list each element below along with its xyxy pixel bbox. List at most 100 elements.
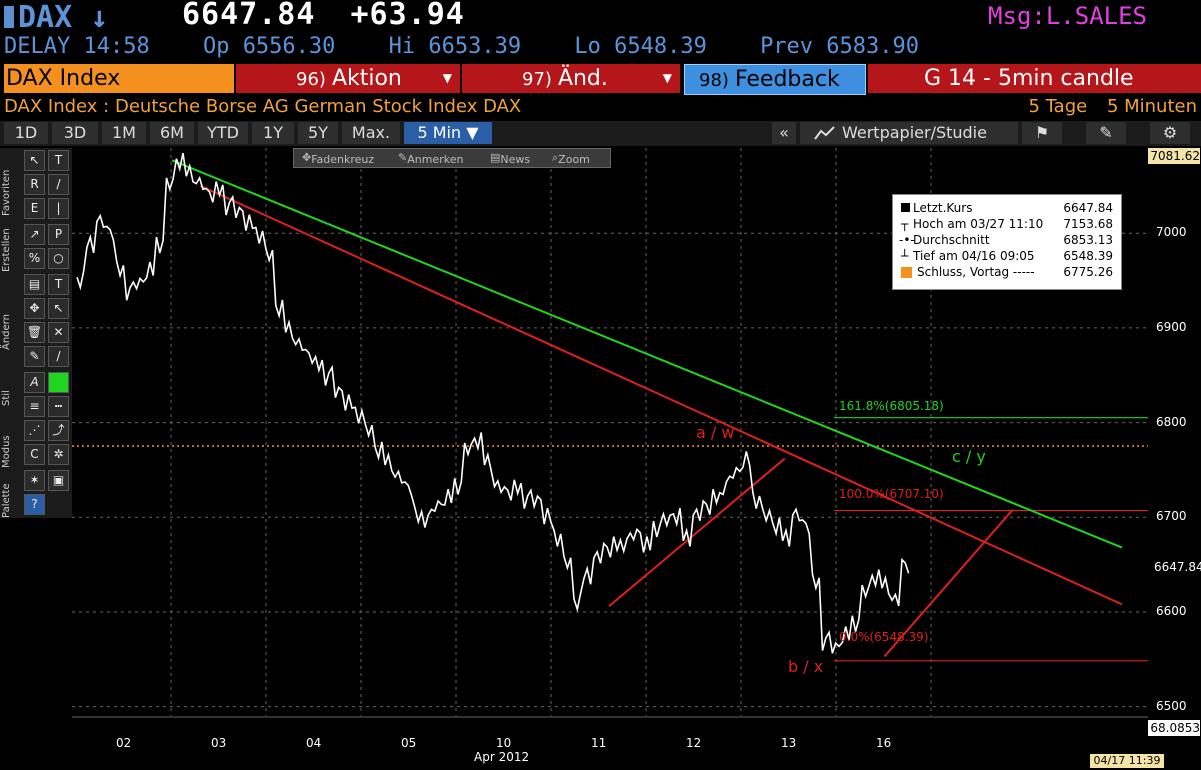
legend-row-last: Letzt.Kurs 6647.84 bbox=[897, 201, 1117, 216]
interval-text[interactable]: 5 Minuten bbox=[1106, 96, 1197, 117]
vertical-line-icon[interactable]: | bbox=[48, 198, 69, 219]
delete-icon[interactable]: 🗑 bbox=[24, 322, 45, 343]
cross-icon[interactable]: ✕ bbox=[48, 322, 69, 343]
line-weight-icon[interactable]: ≡ bbox=[24, 396, 45, 417]
pin-icon[interactable]: ✶ bbox=[24, 470, 45, 491]
x-tick-label: 10 bbox=[496, 736, 512, 750]
group-label-erstellen: Erstellen bbox=[1, 228, 12, 272]
days-text[interactable]: 5 Tage bbox=[1028, 96, 1088, 117]
settings-icon[interactable]: ✲ bbox=[48, 444, 69, 465]
price-chart[interactable]: a / w b / x c / y 161.8%(6805.18) 100.0%(670… bbox=[72, 148, 1148, 718]
annotation-label: 0.0%(6548.39) bbox=[839, 630, 928, 644]
last-price-value: 6647.84 bbox=[182, 0, 316, 32]
y-last-label: 6647.84 bbox=[1148, 558, 1201, 575]
period-3d-button[interactable]: 3D bbox=[52, 122, 98, 144]
news-button[interactable]: ▤ News bbox=[490, 151, 531, 166]
index-field[interactable]: DAX Index bbox=[4, 64, 234, 93]
y-axis: 7081.62 6647.84 7000 6900 6800 6700 6600 6500… bbox=[1148, 147, 1201, 738]
line-tool-icon[interactable]: / bbox=[48, 174, 69, 195]
feedback-label: Feedback bbox=[734, 67, 840, 92]
interval-5min-dropdown[interactable]: 5 Min ▼ bbox=[404, 122, 492, 144]
select-icon[interactable]: ↖ bbox=[48, 298, 69, 319]
chart-study-icon bbox=[814, 126, 835, 140]
legend-value: 6775.26 bbox=[1063, 265, 1113, 279]
circle-tool-icon[interactable]: ○ bbox=[48, 248, 69, 269]
period-ytd-button[interactable]: YTD bbox=[198, 122, 248, 144]
trend-lines bbox=[171, 159, 1123, 658]
period-max-button[interactable]: Max. bbox=[342, 122, 400, 144]
chart-floating-toolbar: ✥ Fadenkreuz ✎ Anmerken ▤ News ⌕ Zoom bbox=[293, 148, 611, 168]
feedback-button[interactable]: 98) Feedback bbox=[684, 64, 866, 95]
prev-text: Prev 6583.90 bbox=[760, 34, 920, 59]
elliott-tool-icon[interactable]: E bbox=[24, 198, 45, 219]
dotted-line-icon[interactable]: ⋰ bbox=[24, 420, 45, 441]
last-swatch-icon bbox=[901, 203, 910, 212]
legend-label: Tief am 04/16 09:05 bbox=[913, 249, 1035, 263]
zoom-button[interactable]: ⌕ Zoom bbox=[552, 151, 590, 166]
chart-legend[interactable]: Letzt.Kurs 6647.84 ┬ Hoch am 03/27 11:10… bbox=[892, 194, 1122, 290]
y-tick-label: 7000 bbox=[1156, 225, 1187, 240]
x-axis: 02 03 04 05 10 11 12 13 16 Apr 2012 bbox=[72, 730, 1148, 770]
annotate-button[interactable]: ✎ Anmerken bbox=[398, 151, 464, 166]
gear-icon[interactable]: ⚙ bbox=[1150, 122, 1190, 144]
high-text: Hi 6653.39 bbox=[388, 34, 522, 59]
x-tick-label: 03 bbox=[211, 736, 227, 750]
high-marker-icon: ┬ bbox=[901, 217, 909, 231]
legend-value: 7153.68 bbox=[1063, 217, 1113, 231]
flag-icon[interactable]: ⚑ bbox=[1022, 122, 1062, 144]
period-1m-button[interactable]: 1M bbox=[102, 122, 146, 144]
move-icon[interactable]: ✥ bbox=[24, 298, 45, 319]
legend-label: Hoch am 03/27 11:10 bbox=[913, 217, 1044, 231]
percent-tool-icon[interactable]: % bbox=[24, 248, 45, 269]
studie-button[interactable]: Wertpapier/Studie bbox=[800, 122, 1018, 144]
edit-chart-icon[interactable]: ✎ bbox=[1086, 122, 1126, 144]
period-info: 5 Tage 5 Minuten bbox=[1028, 96, 1197, 117]
textbox-tool-icon[interactable]: T bbox=[48, 274, 69, 295]
screen-icon[interactable]: ▣ bbox=[48, 470, 69, 491]
period-5y-button[interactable]: 5Y bbox=[298, 122, 338, 144]
x-tick-label: 13 bbox=[781, 736, 797, 750]
magnet-icon[interactable]: C bbox=[24, 444, 45, 465]
pointer-icon[interactable]: ↖ bbox=[24, 150, 45, 171]
security-description: DAX Index : Deutsche Borse AG German Sto… bbox=[4, 96, 522, 117]
message-indicator[interactable]: Msg:L.SALES bbox=[988, 2, 1147, 30]
text-tool-icon[interactable]: T bbox=[48, 150, 69, 171]
chart-title-text: G 14 - 5min candle bbox=[924, 66, 1134, 91]
parallel-tool-icon[interactable]: P bbox=[48, 224, 69, 245]
annotation-label: 161.8%(6805.18) bbox=[839, 399, 944, 413]
crosshair-button[interactable]: ✥ Fadenkreuz bbox=[302, 151, 375, 166]
brush-icon[interactable]: ✎ bbox=[24, 346, 45, 367]
x-month-label: Apr 2012 bbox=[474, 750, 530, 764]
snap-icon[interactable]: ⤴ bbox=[48, 420, 69, 441]
annotation-label: a / w bbox=[696, 423, 734, 442]
x-tick-label: 04 bbox=[306, 736, 322, 750]
annotation-label: c / y bbox=[952, 447, 986, 466]
period-1d-button[interactable]: 1D bbox=[4, 122, 48, 144]
help-icon[interactable]: ? bbox=[24, 494, 45, 515]
prevclose-swatch-icon bbox=[901, 267, 912, 278]
legend-value: 6853.13 bbox=[1063, 233, 1113, 247]
y-tick-label: 6600 bbox=[1156, 603, 1187, 618]
aend-number: 97) bbox=[522, 69, 552, 90]
pen-icon[interactable]: / bbox=[48, 346, 69, 367]
y-tick-label: 6700 bbox=[1156, 509, 1187, 524]
collapse-button[interactable]: « bbox=[772, 122, 796, 144]
period-1y-button[interactable]: 1Y bbox=[252, 122, 294, 144]
color-swatch-icon[interactable] bbox=[48, 372, 69, 393]
annotation-label: 100.0%(6707.10) bbox=[839, 487, 944, 501]
open-text: Op 6556.30 bbox=[202, 34, 336, 59]
legend-row-high: ┬ Hoch am 03/27 11:10 7153.68 bbox=[897, 217, 1117, 232]
ray-tool-icon[interactable]: R bbox=[24, 174, 45, 195]
box-tool-icon[interactable]: ▤ bbox=[24, 274, 45, 295]
group-label-modus: Modus bbox=[1, 435, 12, 468]
period-6m-button[interactable]: 6M bbox=[150, 122, 194, 144]
y-tick-label: 6800 bbox=[1156, 414, 1187, 429]
line-style-icon[interactable]: ┅ bbox=[48, 396, 69, 417]
timestamp: 04/17 11:39 bbox=[1090, 754, 1164, 768]
aktion-menu[interactable]: 96) Aktion ▼ bbox=[236, 64, 460, 93]
italic-icon[interactable]: A bbox=[24, 372, 45, 393]
trend-line-icon[interactable]: ↗ bbox=[24, 224, 45, 245]
aktion-label: Aktion bbox=[331, 66, 402, 91]
aenderung-menu[interactable]: 97) Änd. ▼ bbox=[462, 64, 680, 93]
ticker-box[interactable]: DAX ↓ bbox=[4, 0, 144, 35]
